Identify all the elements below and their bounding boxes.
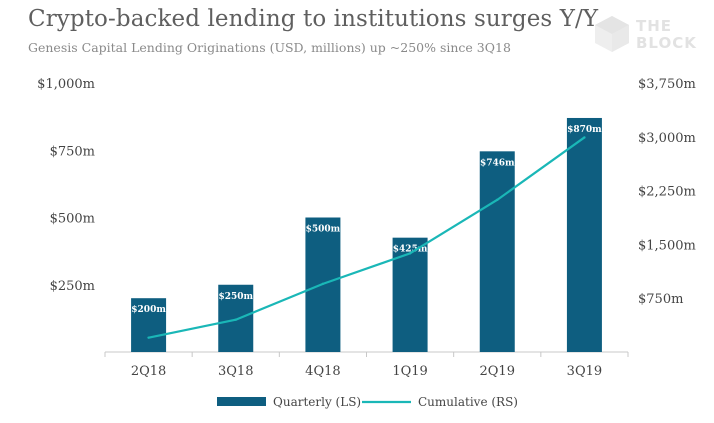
bar — [131, 298, 167, 352]
logo-text-line2: BLOCK — [636, 34, 697, 52]
logo-text-line1: THE — [636, 17, 673, 35]
x-axis-category-label: 2Q18 — [131, 364, 166, 379]
the-block-logo: THE BLOCK — [590, 10, 700, 60]
x-axis-category-label: 1Q19 — [392, 364, 427, 379]
bar — [479, 151, 515, 352]
legend-label-quarterly: Quarterly (LS) — [273, 395, 361, 409]
x-axis-category-label: 3Q18 — [218, 364, 253, 379]
line-point — [234, 318, 237, 321]
bar-data-label: $500m — [306, 225, 341, 235]
bar-data-label: $200m — [131, 305, 166, 315]
bar-data-label: $250m — [218, 292, 253, 302]
right-axis-tick-label: $750m — [638, 292, 683, 307]
x-axis-category-label: 4Q18 — [305, 364, 340, 379]
bar-data-label: $870m — [567, 125, 602, 135]
line-point — [321, 282, 325, 286]
right-axis-tick-label: $3,000m — [638, 131, 696, 146]
bar — [218, 284, 254, 352]
legend-label-cumulative: Cumulative (RS) — [418, 395, 518, 409]
line-point — [583, 136, 586, 139]
line-point — [147, 336, 150, 339]
left-axis-tick-label: $500m — [50, 212, 95, 227]
left-axis-tick-label: $750m — [50, 144, 95, 159]
bar — [566, 117, 602, 352]
cube-logo-icon — [595, 16, 629, 52]
bar — [392, 237, 428, 352]
line-point — [496, 198, 499, 202]
line-point — [408, 252, 412, 255]
x-axis-category-label: 2Q19 — [480, 364, 515, 379]
chart-title: Crypto-backed lending to institutions su… — [28, 6, 599, 32]
right-axis-tick-label: $1,500m — [638, 238, 696, 253]
right-axis-tick-label: $3,750m — [638, 77, 696, 92]
series-line-cumulative — [148, 136, 586, 339]
x-axis-category-label: 3Q19 — [567, 364, 602, 379]
bar-data-label: $425m — [393, 245, 428, 255]
left-axis-tick-label: $1,000m — [37, 77, 95, 92]
bar-data-label: $746m — [480, 158, 515, 168]
chart-subtitle: Genesis Capital Lending Originations (US… — [28, 40, 511, 55]
legend-swatch-quarterly — [217, 397, 266, 406]
right-axis-tick-label: $2,250m — [638, 185, 696, 200]
left-axis-tick-label: $250m — [50, 279, 95, 294]
